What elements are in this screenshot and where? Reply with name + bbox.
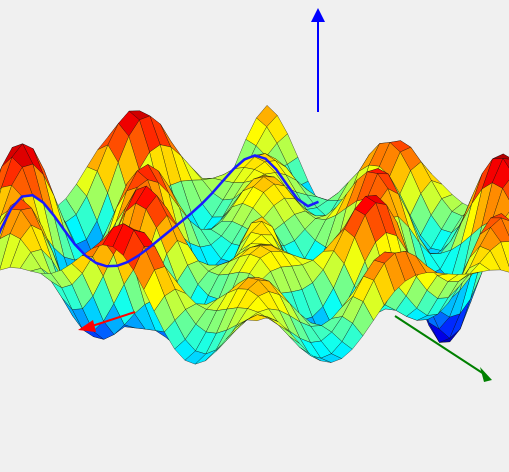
x-axis	[91, 311, 136, 327]
z-axis-arrow	[311, 8, 325, 22]
slice-curve	[0, 154, 319, 268]
y-axis-arrow	[480, 367, 492, 382]
axes-back	[311, 8, 325, 112]
y-axis	[394, 315, 485, 375]
surface	[0, 105, 509, 365]
axes-front	[78, 311, 492, 382]
surface-facet	[246, 314, 269, 321]
x-axis-arrow	[78, 320, 96, 332]
surface-facet	[502, 179, 509, 201]
